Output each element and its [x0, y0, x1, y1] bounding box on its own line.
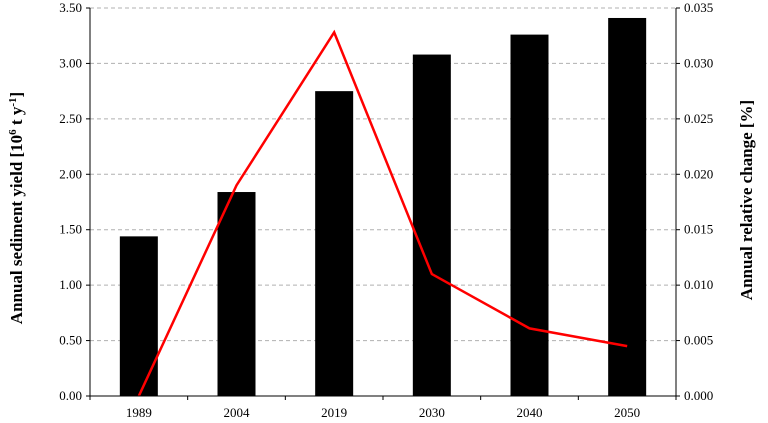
right-y-tick-label: 0.030 — [684, 55, 713, 70]
bar — [412, 54, 451, 397]
right-y-tick-label: 0.005 — [684, 333, 713, 348]
left-y-tick-label: 2.00 — [59, 166, 82, 181]
x-tick-labels: 1989 2004 2019 2030 2040 2050 — [126, 405, 640, 420]
bar — [217, 192, 256, 396]
left-y-tick-label: 1.50 — [59, 222, 82, 237]
bar — [608, 17, 647, 396]
left-y-axis-title: Annual sediment yield [106 t y-1] — [7, 92, 26, 324]
right-y-tick-labels: 0.000 0.005 0.010 0.015 0.020 0.025 0.030 0.035 — [684, 0, 713, 403]
left-y-tick-label: 2.50 — [59, 111, 82, 126]
left-y-tick-labels: 0.00 0.50 1.00 1.50 2.00 2.50 3.00 3.50 — [59, 0, 82, 403]
line-path — [137, 29, 628, 397]
right-y-tick-label: 0.035 — [684, 0, 713, 15]
bar-series — [119, 17, 647, 397]
x-tick-label: 2019 — [321, 405, 347, 420]
left-y-tick-label: 0.50 — [59, 333, 82, 348]
left-y-tick-label: 3.50 — [59, 0, 82, 15]
right-y-tick-label: 0.020 — [684, 166, 713, 181]
right-y-axis-title: Annual relative change [%] — [737, 100, 756, 300]
x-tick-label: 2004 — [224, 405, 251, 420]
grid-lines — [90, 7, 676, 342]
x-tick-label: 1989 — [126, 405, 152, 420]
left-y-tick-label: 3.00 — [59, 55, 82, 70]
right-y-tick-label: 0.000 — [684, 388, 713, 403]
right-y-tick-label: 0.025 — [684, 111, 713, 126]
x-tick-label: 2050 — [614, 405, 640, 420]
left-y-tick-label: 1.00 — [59, 277, 82, 292]
bar — [315, 91, 354, 397]
bar — [510, 34, 549, 396]
axes — [86, 7, 680, 400]
x-tick-label: 2030 — [419, 405, 445, 420]
right-y-tick-label: 0.015 — [684, 222, 713, 237]
right-y-tick-label: 0.010 — [684, 277, 713, 292]
bar — [119, 236, 158, 396]
line-series — [137, 29, 628, 397]
left-y-tick-label: 0.00 — [59, 388, 82, 403]
x-tick-label: 2040 — [517, 405, 543, 420]
